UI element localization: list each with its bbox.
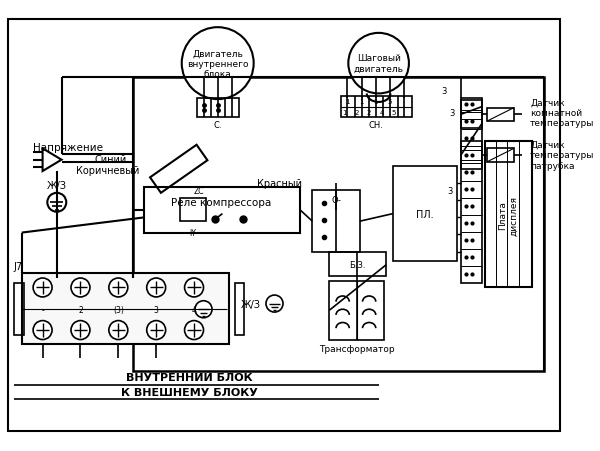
- Text: Трансформатор: Трансформатор: [319, 345, 395, 354]
- Text: Синий: Синий: [95, 154, 127, 164]
- Circle shape: [109, 321, 128, 340]
- Text: Датчик
температуры
патрубка: Датчик температуры патрубка: [530, 141, 595, 170]
- Text: 1: 1: [359, 99, 364, 105]
- Bar: [235, 283, 244, 335]
- Circle shape: [33, 278, 52, 297]
- Bar: [487, 149, 514, 162]
- Bar: [14, 283, 23, 335]
- Circle shape: [33, 321, 52, 340]
- Text: ВНУТРЕННИЙ БЛОК: ВНУТРЕННИЙ БЛОК: [126, 373, 253, 382]
- Text: -: -: [41, 305, 44, 314]
- Text: J7: J7: [13, 261, 23, 271]
- Text: К ВНЕШНЕМУ БЛОКУ: К ВНЕШНЕМУ БЛОКУ: [121, 387, 258, 397]
- Text: 2: 2: [367, 110, 371, 116]
- Text: ПЛ.: ПЛ.: [416, 209, 434, 219]
- Bar: [329, 281, 384, 340]
- Circle shape: [182, 28, 254, 100]
- Circle shape: [185, 278, 203, 297]
- Text: 5: 5: [392, 110, 396, 116]
- Text: Шаговый
двигатель: Шаговый двигатель: [353, 54, 404, 74]
- Text: Напряжение: Напряжение: [33, 143, 103, 153]
- Text: Датчик
комнатной
температуры: Датчик комнатной температуры: [530, 98, 595, 128]
- Text: Коричневый: Коричневый: [76, 166, 139, 176]
- Text: 3: 3: [449, 109, 454, 118]
- Circle shape: [185, 321, 203, 340]
- Circle shape: [266, 295, 283, 313]
- Bar: [144, 188, 300, 233]
- Bar: [329, 253, 386, 276]
- Circle shape: [47, 193, 66, 212]
- Circle shape: [109, 278, 128, 297]
- Circle shape: [147, 278, 166, 297]
- Text: O-: O-: [331, 196, 341, 204]
- Bar: [461, 142, 482, 170]
- Circle shape: [147, 321, 166, 340]
- Bar: [487, 108, 514, 122]
- Polygon shape: [43, 149, 62, 172]
- Text: 2: 2: [78, 305, 83, 314]
- Text: IY: IY: [190, 229, 197, 238]
- Text: Красный: Красный: [257, 179, 302, 189]
- Text: 2: 2: [355, 110, 359, 116]
- Text: 3: 3: [441, 87, 446, 96]
- Circle shape: [349, 34, 409, 94]
- Text: C.: C.: [214, 121, 222, 130]
- Text: ZC: ZC: [194, 187, 204, 196]
- Text: 5: 5: [388, 99, 392, 105]
- Bar: [150, 145, 208, 193]
- Text: Б.З.: Б.З.: [350, 261, 366, 270]
- Text: 4: 4: [379, 110, 383, 116]
- Bar: [461, 101, 482, 129]
- Bar: [393, 167, 457, 262]
- Bar: [133, 78, 544, 371]
- Bar: [485, 142, 532, 288]
- Text: 3: 3: [154, 305, 158, 314]
- Bar: [313, 191, 359, 252]
- Circle shape: [71, 278, 90, 297]
- Text: 3: 3: [447, 187, 452, 196]
- Text: 1: 1: [342, 110, 347, 116]
- Bar: [461, 99, 482, 283]
- Bar: [341, 97, 412, 118]
- Text: Ж/З: Ж/З: [47, 181, 67, 191]
- Text: Плата
дисплея: Плата дисплея: [499, 195, 518, 235]
- Text: 1: 1: [374, 99, 378, 105]
- Bar: [180, 198, 206, 222]
- Circle shape: [195, 301, 212, 318]
- Text: Двигатель
внутреннего
блока: Двигатель внутреннего блока: [187, 49, 248, 79]
- Text: CH.: CH.: [368, 121, 383, 130]
- Bar: [22, 274, 229, 345]
- Text: (3): (3): [113, 305, 124, 314]
- Text: Ж/З: Ж/З: [241, 299, 261, 309]
- Text: 4: 4: [191, 305, 196, 314]
- Text: Реле компрессора: Реле компрессора: [172, 198, 272, 208]
- Circle shape: [71, 321, 90, 340]
- Text: 1: 1: [345, 99, 350, 105]
- Bar: [197, 99, 239, 118]
